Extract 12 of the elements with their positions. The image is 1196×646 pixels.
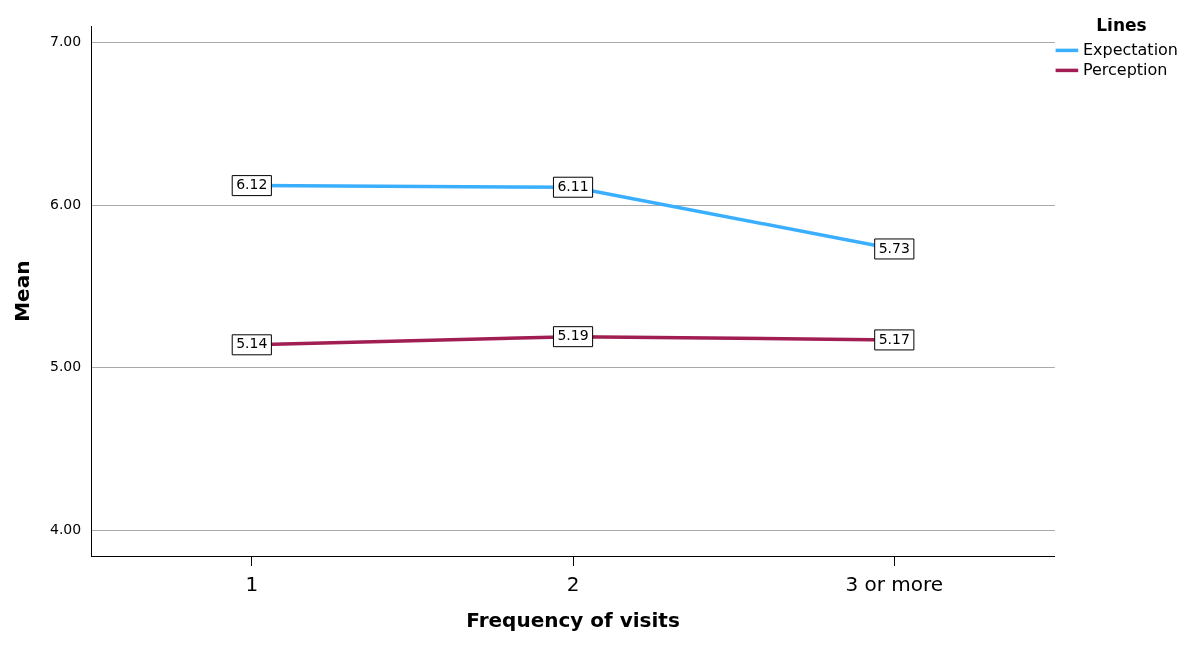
legend-title: Lines (1096, 14, 1147, 35)
y-tick-label: 6.00 (50, 195, 82, 212)
y-axis-title: Mean (10, 260, 35, 322)
legend-label: Expectation (1082, 39, 1179, 59)
y-tick-label: 4.00 (50, 520, 82, 537)
x-axis-title: Frequency of visits (466, 608, 680, 633)
legend-label: Perception (1082, 59, 1168, 79)
y-tick-label: 5.00 (50, 358, 82, 375)
y-tick-label: 7.00 (50, 33, 82, 50)
x-tick-label: 3 or more (845, 572, 944, 597)
x-tick-label: 1 (245, 572, 259, 597)
x-tick-label: 2 (566, 572, 580, 597)
